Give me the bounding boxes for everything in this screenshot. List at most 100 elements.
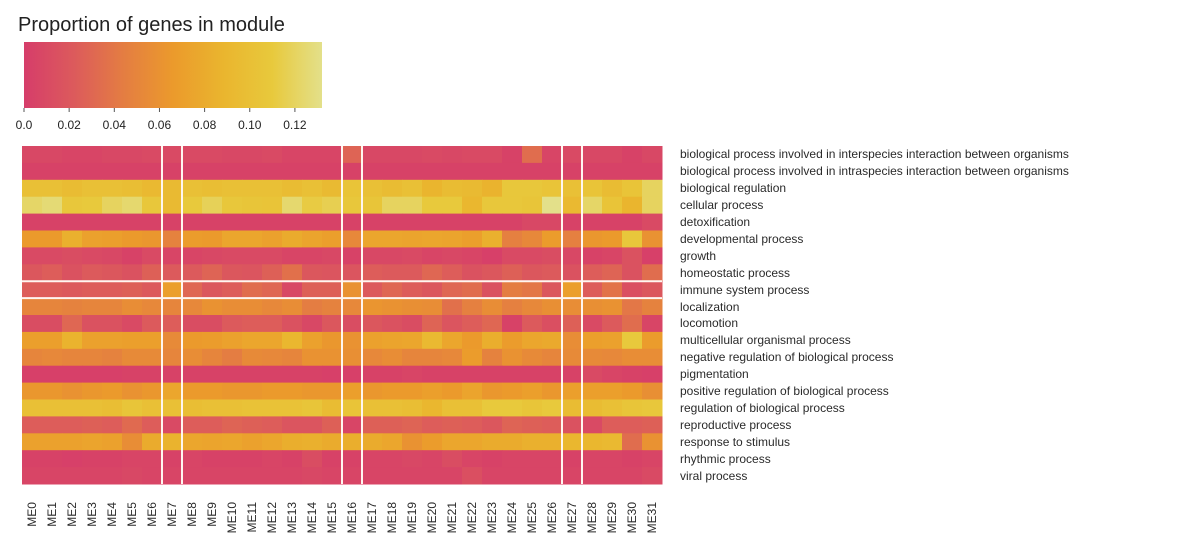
heatmap-cell: [162, 467, 183, 485]
heatmap-cell: [602, 162, 623, 181]
heatmap-cell: [542, 467, 563, 485]
heatmap-cell: [282, 331, 303, 350]
column-label: ME18: [385, 502, 399, 534]
row-label: homeostatic process: [680, 265, 791, 280]
heatmap-cell: [482, 213, 503, 231]
heatmap-cell: [502, 196, 523, 215]
heatmap-cell: [582, 213, 603, 231]
heatmap-cell: [442, 146, 463, 164]
heatmap-cell: [522, 281, 543, 299]
heatmap-cell: [542, 450, 563, 468]
heatmap-cell: [622, 281, 643, 299]
heatmap-cell: [62, 315, 83, 333]
heatmap-cell: [302, 399, 323, 417]
row-label: developmental process: [680, 231, 804, 246]
heatmap-cell: [42, 179, 63, 198]
heatmap-cell: [102, 162, 123, 181]
heatmap-cell: [402, 298, 423, 316]
column-label: ME9: [205, 502, 219, 527]
heatmap-cell: [322, 281, 343, 299]
heatmap-cell: [82, 315, 103, 333]
heatmap-cell: [22, 416, 43, 434]
heatmap-cell: [462, 433, 483, 451]
heatmap-cell: [462, 281, 483, 299]
heatmap-cell: [102, 213, 123, 231]
heatmap-cell: [42, 399, 63, 417]
row-label: locomotion: [680, 316, 739, 331]
heatmap-cell: [42, 264, 63, 282]
heatmap-cell: [62, 416, 83, 434]
colorbar-gradient: [24, 42, 322, 108]
heatmap-cell: [262, 399, 283, 417]
column-label: ME1: [45, 502, 59, 527]
heatmap-cell: [262, 230, 283, 248]
heatmap-cell: [442, 382, 463, 400]
heatmap-cell: [382, 264, 403, 282]
heatmap-cell: [262, 467, 283, 485]
heatmap-cell: [422, 433, 443, 451]
heatmap-cell: [122, 162, 143, 181]
heatmap-cell: [542, 433, 563, 451]
column-label: ME6: [145, 502, 159, 527]
heatmap-cell: [382, 365, 403, 384]
heatmap-cell: [202, 213, 223, 231]
heatmap-cell: [482, 162, 503, 181]
heatmap-cell: [182, 365, 203, 384]
heatmap-cell: [482, 348, 503, 367]
heatmap-cell: [142, 450, 163, 468]
heatmap-cell: [182, 450, 203, 468]
heatmap-cell: [242, 433, 263, 451]
heatmap-cell: [182, 416, 203, 434]
heatmap-cell: [482, 247, 503, 265]
heatmap-cell: [622, 213, 643, 231]
heatmap-cell: [362, 467, 383, 485]
heatmap-cell: [62, 298, 83, 316]
heatmap-cell: [542, 264, 563, 282]
heatmap-cell: [202, 281, 223, 299]
heatmap-cell: [382, 281, 403, 299]
heatmap-cell: [322, 162, 343, 181]
heatmap-cell: [342, 365, 363, 384]
heatmap-cell: [562, 162, 583, 181]
colorbar: [24, 42, 322, 108]
heatmap-cell: [62, 213, 83, 231]
heatmap-cell: [162, 264, 183, 282]
heatmap-cell: [282, 399, 303, 417]
heatmap-cell: [62, 433, 83, 451]
heatmap-cell: [302, 348, 323, 367]
heatmap-cell: [522, 213, 543, 231]
heatmap-cell: [222, 281, 243, 299]
heatmap-cell: [522, 298, 543, 316]
heatmap-cell: [202, 264, 223, 282]
column-label: ME20: [425, 502, 439, 534]
heatmap-cell: [442, 281, 463, 299]
heatmap-cell: [542, 146, 563, 164]
heatmap-cell: [122, 382, 143, 400]
heatmap-cell: [282, 416, 303, 434]
heatmap-cell: [222, 298, 243, 316]
heatmap-cell: [302, 146, 323, 164]
heatmap-cell: [22, 399, 43, 417]
heatmap-cell: [222, 230, 243, 248]
heatmap-cell: [582, 331, 603, 350]
heatmap-cell: [382, 433, 403, 451]
heatmap-cell: [382, 146, 403, 164]
heatmap-cell: [242, 399, 263, 417]
row-label: biological process involved in interspec…: [680, 147, 1069, 162]
heatmap-cell: [522, 331, 543, 350]
heatmap-cell: [122, 399, 143, 417]
heatmap-cell: [282, 213, 303, 231]
heatmap-cell: [22, 315, 43, 333]
heatmap-cell: [202, 196, 223, 215]
heatmap-cell: [302, 416, 323, 434]
column-label: ME26: [545, 502, 559, 534]
heatmap-cell: [62, 146, 83, 164]
heatmap-cell: [102, 146, 123, 164]
heatmap-cell: [222, 264, 243, 282]
heatmap-cell: [122, 331, 143, 350]
heatmap-cell: [522, 264, 543, 282]
heatmap-cell: [282, 264, 303, 282]
heatmap-cell: [622, 348, 643, 367]
heatmap-cell: [362, 399, 383, 417]
heatmap-cell: [642, 264, 663, 282]
